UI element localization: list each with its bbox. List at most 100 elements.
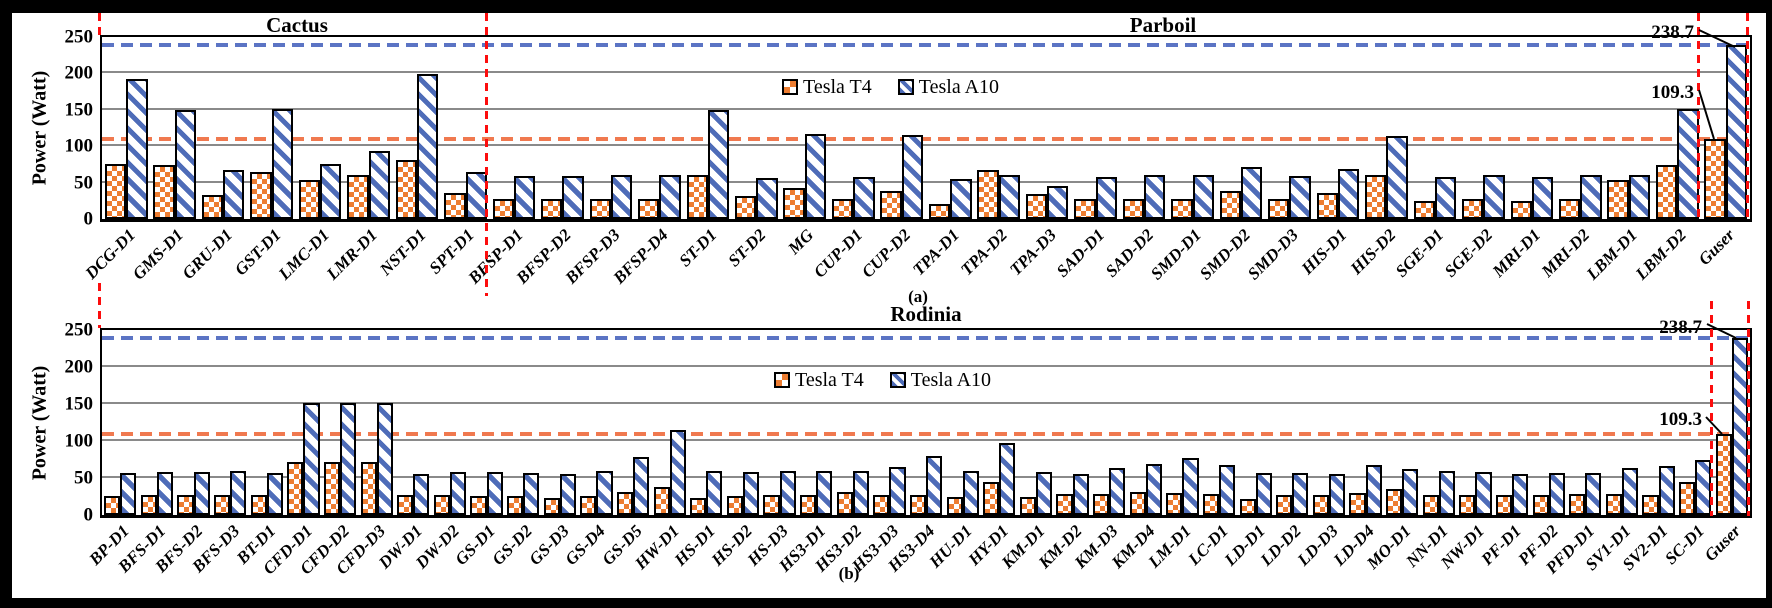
tesla-t4-swatch-icon <box>774 372 790 388</box>
bar-group-HS3-D4: HS3-D4 <box>885 330 945 575</box>
bar-group-SC-D1: SC-D1 <box>1661 330 1714 568</box>
panel-label-a: (a) <box>908 287 928 306</box>
y-tick-label: 0 <box>83 504 94 526</box>
bar-tesla-a10 <box>266 472 283 515</box>
y-tick-label: 200 <box>64 62 94 84</box>
bar-tesla-t4 <box>1025 193 1048 219</box>
x-tick-label: GS-D3 <box>525 521 573 569</box>
bar-group-HS-D1: HS-D1 <box>671 330 725 569</box>
bar-group-ST-D1: ST-D1 <box>676 37 732 270</box>
bar-tesla-t4 <box>1607 180 1629 219</box>
legend-item-tesla-a10: Tesla A10 <box>889 369 992 391</box>
bar-tesla-t4 <box>1316 192 1338 219</box>
bar-tesla-a10 <box>1628 175 1651 219</box>
bar-tesla-t4 <box>1422 495 1439 515</box>
gridline-100 <box>102 144 1750 147</box>
a10-average-line <box>102 336 1750 341</box>
bar-tesla-t4 <box>287 462 304 515</box>
plot-area: DCG-D1 GMS-D1 GRU-D1 GST-D1 LMC-D1 LMR-D1 NST-… <box>81 37 1750 287</box>
bar-group-SAD-D1: SAD-D1 <box>1053 37 1119 281</box>
bar-group-DW-D2: DW-D2 <box>412 330 469 572</box>
y-tick-label: 150 <box>64 393 94 415</box>
gridline-50 <box>102 180 1750 183</box>
bar-group-PF-D2: PF-D2 <box>1514 330 1567 569</box>
bar-tesla-t4 <box>1312 495 1329 515</box>
bar-group-NST-D1: NST-D1 <box>376 37 441 279</box>
guser-marker-line-a-left <box>1697 13 1700 218</box>
x-tick-label: LMC-D1 <box>274 225 333 284</box>
bar-tesla-t4 <box>104 495 121 515</box>
bar-group-BFSP-D1: BFSP-D1 <box>465 37 538 287</box>
bar-tesla-a10 <box>1677 109 1699 219</box>
bar-tesla-a10 <box>1365 464 1382 515</box>
bar-tesla-a10 <box>1483 175 1505 219</box>
x-tick-label: PF-D1 <box>1477 521 1525 569</box>
bar-tesla-t4 <box>653 486 670 515</box>
y-tick-label: 100 <box>64 135 94 157</box>
bar-group-SMD-D1: SMD-D1 <box>1147 37 1216 283</box>
bar-tesla-a10 <box>1695 460 1712 515</box>
bar-tesla-a10 <box>376 403 393 515</box>
x-tick-label: Guser <box>1694 225 1739 269</box>
bar-group-SV2-D1: SV2-D1 <box>1618 330 1677 574</box>
gridline-50 <box>102 476 1750 478</box>
bar-tesla-t4 <box>763 495 780 515</box>
bar-tesla-a10 <box>523 472 540 515</box>
bar-tesla-t4 <box>1459 495 1476 515</box>
x-tick-label: TPA-D2 <box>957 225 1012 280</box>
bar-group-LD-D3: LD-D3 <box>1294 330 1348 569</box>
x-tick-label: CUP-D1 <box>809 225 866 282</box>
bar-tesla-a10 <box>174 109 197 219</box>
bar-tesla-t4 <box>1122 199 1145 219</box>
gridline-100 <box>102 439 1750 441</box>
x-tick-label: Guser <box>1701 521 1745 565</box>
y-axis-ticks: 0 50 100 150 200 250 <box>47 321 94 525</box>
x-tick-label: GRU-D1 <box>178 225 236 283</box>
bar-tesla-a10 <box>816 471 833 515</box>
bar-tesla-a10 <box>998 174 1020 219</box>
bar-tesla-t4 <box>928 203 951 219</box>
a10-average-line <box>102 43 1750 48</box>
bar-group-BFS-D2: BFS-D2 <box>151 330 212 576</box>
bar-group-CFD-D1: CFD-D1 <box>259 330 322 578</box>
bar-tesla-a10 <box>669 429 686 515</box>
bar-tesla-t4 <box>1276 495 1293 515</box>
bar-tesla-a10 <box>853 176 875 219</box>
y-axis-ticks: 0 50 100 150 200 250 <box>47 28 94 229</box>
x-tick-label: LC-D1 <box>1184 521 1232 569</box>
legend: Tesla T4 Tesla A10 <box>774 370 991 390</box>
x-tick-label: DCG-D1 <box>81 225 139 283</box>
bar-tesla-t4 <box>690 497 707 515</box>
x-tick-label: SMD-D1 <box>1147 225 1206 284</box>
bar-tesla-t4 <box>638 199 660 219</box>
bar-tesla-a10 <box>230 471 247 515</box>
bar-tesla-t4 <box>880 190 902 219</box>
bar-tesla-a10 <box>1219 464 1236 515</box>
y-tick-label: 0 <box>83 208 94 230</box>
legend-label: Tesla A10 <box>910 369 992 391</box>
bar-group-CFD-D2: CFD-D2 <box>296 330 359 578</box>
bar-group-DW-D1: DW-D1 <box>375 330 432 572</box>
bar-tesla-t4 <box>433 495 450 515</box>
bar-tesla-a10 <box>223 170 245 219</box>
bar-tesla-t4 <box>1202 494 1220 515</box>
bar-group-MRI-D2: MRI-D2 <box>1538 37 1604 281</box>
x-tick-label: NST-D1 <box>376 225 430 280</box>
bar-tesla-t4 <box>735 196 757 219</box>
bar-tesla-a10 <box>1182 458 1199 515</box>
bar-tesla-a10 <box>320 163 342 219</box>
bar-tesla-t4 <box>1219 190 1242 219</box>
cactus-parboil-divider-line <box>485 13 488 296</box>
bar-tesla-a10 <box>1475 472 1492 515</box>
y-tick-label: 50 <box>74 172 93 194</box>
bar-tesla-t4 <box>1569 494 1586 515</box>
bar-tesla-a10 <box>852 470 869 515</box>
bar-tesla-a10 <box>950 178 972 219</box>
bar-tesla-a10 <box>1337 168 1360 219</box>
x-tick-label: GS-D1 <box>451 521 500 569</box>
bar-tesla-t4 <box>444 192 466 219</box>
bar-tesla-a10 <box>1658 466 1675 515</box>
bar-tesla-a10 <box>1047 185 1069 219</box>
bar-group-SGE-D1: SGE-D1 <box>1392 37 1459 281</box>
